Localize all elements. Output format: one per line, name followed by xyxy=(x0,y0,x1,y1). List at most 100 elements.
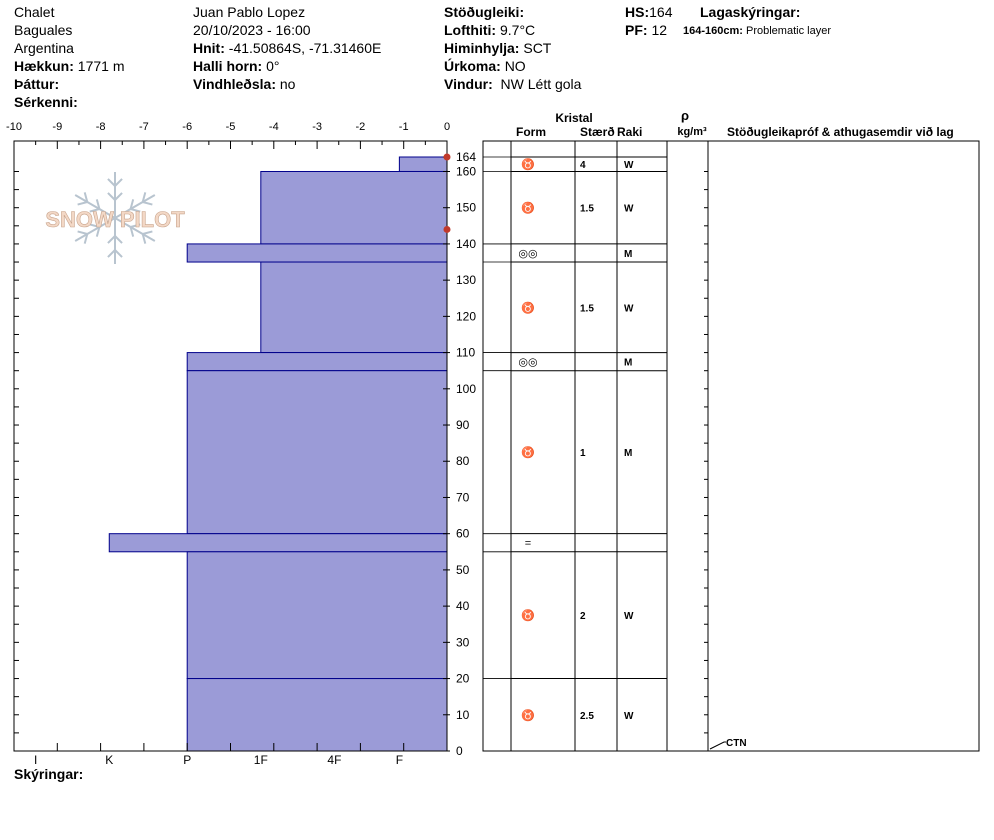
layer-note: 164-160cm: Problematic layer xyxy=(683,25,831,37)
temp-tick-label: -5 xyxy=(226,121,236,133)
height-tick-label: 120 xyxy=(456,309,476,323)
grain-size: 2.5 xyxy=(580,711,594,722)
wind: Vindur: NW Létt gola xyxy=(444,76,582,92)
flake-branch xyxy=(77,230,88,235)
hardness-bar xyxy=(186,678,448,752)
sky-cover: Himinhylja: SCT xyxy=(444,40,552,56)
stability: Stöðugleiki: xyxy=(444,4,525,20)
precipitation: Úrkoma: NO xyxy=(444,58,526,74)
hardness-bar xyxy=(186,352,448,372)
crystal-form-symbol: ◎◎ xyxy=(518,357,537,369)
crystal-form-symbol: ◎◎ xyxy=(518,248,537,260)
comments-header: Stöðugleikapróf & athugasemdir við lag xyxy=(727,125,954,139)
moisture-code: W xyxy=(624,160,634,171)
moisture-code: W xyxy=(624,303,634,314)
temp-tick-label: -2 xyxy=(356,121,366,133)
crystal-form-symbol: ♉ xyxy=(521,709,535,722)
grain-size: 1.5 xyxy=(580,303,594,314)
hardness-bar xyxy=(260,261,448,354)
flake-branch xyxy=(142,201,153,206)
hardness-bar xyxy=(186,243,448,263)
aspect: Þáttur: xyxy=(14,76,60,92)
moisture-code: M xyxy=(624,358,632,369)
height-tick-label: 164 xyxy=(456,150,476,164)
crystal-form-symbol: ♉ xyxy=(521,301,535,314)
flake-branch xyxy=(114,178,123,187)
height-tick-label: 30 xyxy=(456,635,470,649)
size-header: Stærð xyxy=(580,125,615,139)
height-tick-label: 160 xyxy=(456,164,476,178)
snowpilot-logo: SNOW PILOT xyxy=(45,172,186,264)
flake-branch xyxy=(141,192,147,203)
features: Sérkenni: xyxy=(14,94,78,110)
height-tick-label: 40 xyxy=(456,599,470,613)
flake-branch xyxy=(83,233,89,244)
grain-size: 1.5 xyxy=(580,204,594,215)
flake-branch xyxy=(107,235,116,244)
height-tick-label: 60 xyxy=(456,527,470,541)
flake-arm xyxy=(74,194,116,219)
crystal-form-symbol: ♉ xyxy=(521,158,535,171)
crystal-form-symbol: ♉ xyxy=(521,609,535,622)
hardness-tick-label: I xyxy=(34,753,37,767)
flake-branch xyxy=(142,230,153,235)
temp-tick-label: -6 xyxy=(182,121,192,133)
moisture-code: M xyxy=(624,249,632,260)
temp-tick-label: -4 xyxy=(269,121,279,133)
coordinates: Hnit: -41.50864S, -71.31460E xyxy=(193,40,382,56)
grain-size: 1 xyxy=(580,448,586,459)
layer-table-frame xyxy=(482,140,980,752)
height-tick-label: 90 xyxy=(456,418,470,432)
hardness-tick-label: P xyxy=(183,753,191,767)
flake-branch xyxy=(89,208,100,213)
observer: Juan Pablo Lopez xyxy=(193,4,306,20)
datetime: 20/10/2023 - 16:00 xyxy=(193,22,311,38)
test-result-label: CTN xyxy=(726,738,747,749)
flake-branch xyxy=(130,223,141,228)
flake-branch xyxy=(114,235,123,244)
height-tick-label: 0 xyxy=(456,744,463,758)
temp-tick-label: -10 xyxy=(6,121,22,133)
air-temperature: Lofthiti: 9.7°C xyxy=(444,22,536,38)
height-tick-label: 50 xyxy=(456,563,470,577)
flake-arm xyxy=(114,217,156,242)
temp-tick-label: -8 xyxy=(96,121,106,133)
flake-branch xyxy=(130,208,141,213)
height-tick-label: 80 xyxy=(456,454,470,468)
flake-branch xyxy=(129,226,135,237)
moisture-code: W xyxy=(624,204,634,215)
temperature-marker xyxy=(443,225,451,233)
height-tick-label: 20 xyxy=(456,672,470,686)
flake-branch xyxy=(114,192,123,201)
temp-tick-label: -3 xyxy=(312,121,322,133)
height-tick-label: 70 xyxy=(456,490,470,504)
hardness-bar xyxy=(398,156,448,172)
hardness-tick-label: K xyxy=(105,753,113,767)
temperature-marker xyxy=(443,153,451,161)
crystal-form-symbol: ♉ xyxy=(521,446,535,459)
hardness-bar xyxy=(186,370,448,535)
height-tick-label: 10 xyxy=(456,708,470,722)
flake-branch xyxy=(83,192,89,203)
snow-height: HS:164 xyxy=(625,4,673,20)
height-tick-label: 150 xyxy=(456,201,476,215)
temp-tick-label: -9 xyxy=(52,121,62,133)
elevation: Hækkun: 1771 m xyxy=(14,58,125,74)
moisture-code: M xyxy=(624,448,632,459)
flake-branch xyxy=(95,226,101,237)
grain-size: 2 xyxy=(580,611,586,622)
hardness-tick-label: 4F xyxy=(327,753,341,767)
height-tick-label: 140 xyxy=(456,237,476,251)
flake-branch xyxy=(107,192,116,201)
crystal-form-symbol: = xyxy=(525,538,531,550)
hardness-tick-label: 1F xyxy=(254,753,268,767)
flake-branch xyxy=(89,223,100,228)
flake-branch xyxy=(141,233,147,244)
height-tick-label: 130 xyxy=(456,273,476,287)
temp-tick-label: -7 xyxy=(139,121,149,133)
foot-penetration: PF: 12 xyxy=(625,22,668,38)
location: Chalet xyxy=(14,4,55,20)
flake-arm xyxy=(114,194,156,219)
temp-tick-label: -1 xyxy=(399,121,409,133)
temp-tick-label: 0 xyxy=(444,121,450,133)
